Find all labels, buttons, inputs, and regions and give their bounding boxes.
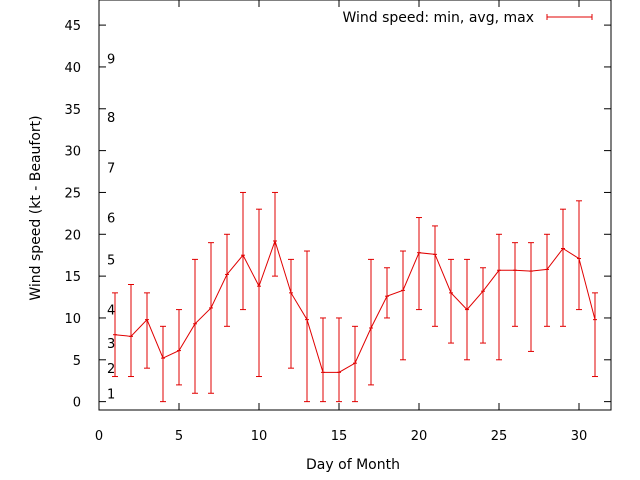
- x-tick-label: 15: [331, 429, 348, 444]
- data-point: [448, 258, 454, 344]
- data-point: [384, 267, 390, 319]
- y-tick-label: 15: [64, 270, 81, 285]
- beaufort-label: 6: [107, 212, 115, 227]
- data-point: [160, 325, 166, 403]
- data-point: [496, 233, 502, 361]
- x-tick-label: 20: [411, 429, 428, 444]
- data-point: [304, 250, 310, 403]
- series-wind-speed: [112, 191, 598, 403]
- y-axis-title: Wind speed (kt - Beaufort): [28, 115, 44, 300]
- x-tick-label: 0: [95, 429, 103, 444]
- beaufort-label: 2: [107, 362, 115, 377]
- data-point: [480, 267, 486, 344]
- data-point: [208, 242, 214, 394]
- beaufort-label: 9: [107, 53, 115, 68]
- data-point: [544, 233, 550, 327]
- data-point: [592, 292, 598, 378]
- beaufort-label: 3: [107, 337, 115, 352]
- beaufort-labels: 1 2 3 4 5 6 7 8 9: [107, 53, 115, 403]
- data-point: [192, 258, 198, 394]
- data-point: [320, 317, 326, 403]
- avg-line: [114, 239, 596, 373]
- plot-frame: [98, 0, 612, 411]
- data-point: [256, 208, 262, 378]
- y-tick-label: 0: [73, 396, 81, 411]
- data-point: [560, 208, 566, 327]
- y-tick-label: 5: [73, 354, 81, 369]
- beaufort-label: 7: [107, 161, 115, 176]
- beaufort-label: 1: [107, 387, 115, 402]
- y-tick-label: 45: [64, 19, 81, 34]
- beaufort-label: 4: [107, 304, 115, 319]
- data-point: [512, 242, 518, 327]
- data-point: [272, 191, 278, 277]
- y-tick-label: 20: [64, 228, 81, 243]
- beaufort-label: 5: [107, 253, 115, 268]
- legend-label: Wind speed: min, avg, max: [342, 10, 534, 26]
- y-tick-label: 25: [64, 186, 81, 201]
- x-tick-label: 30: [571, 429, 588, 444]
- data-point: [528, 242, 534, 352]
- y-tick-label: 40: [64, 61, 81, 76]
- x-axis: 0 5 10 15 20 25 30: [95, 0, 587, 444]
- beaufort-label: 8: [107, 111, 115, 126]
- data-point: [432, 225, 438, 327]
- data-point: [368, 258, 374, 386]
- data-point: [288, 258, 294, 369]
- y-tick-label: 10: [64, 312, 81, 327]
- data-point: [128, 283, 134, 378]
- y-tick-label: 35: [64, 103, 81, 118]
- x-tick-label: 10: [251, 429, 268, 444]
- legend: Wind speed: min, avg, max: [342, 10, 593, 26]
- x-tick-label: 25: [491, 429, 508, 444]
- y-tick-label: 30: [64, 145, 81, 160]
- data-point: [336, 317, 342, 403]
- x-axis-title: Day of Month: [306, 457, 400, 473]
- x-tick-label: 5: [175, 429, 183, 444]
- data-point: [400, 250, 406, 361]
- data-point: [240, 191, 246, 311]
- data-point: [416, 217, 422, 311]
- data-point: [576, 200, 582, 311]
- data-point: [144, 292, 150, 369]
- data-point: [224, 233, 230, 327]
